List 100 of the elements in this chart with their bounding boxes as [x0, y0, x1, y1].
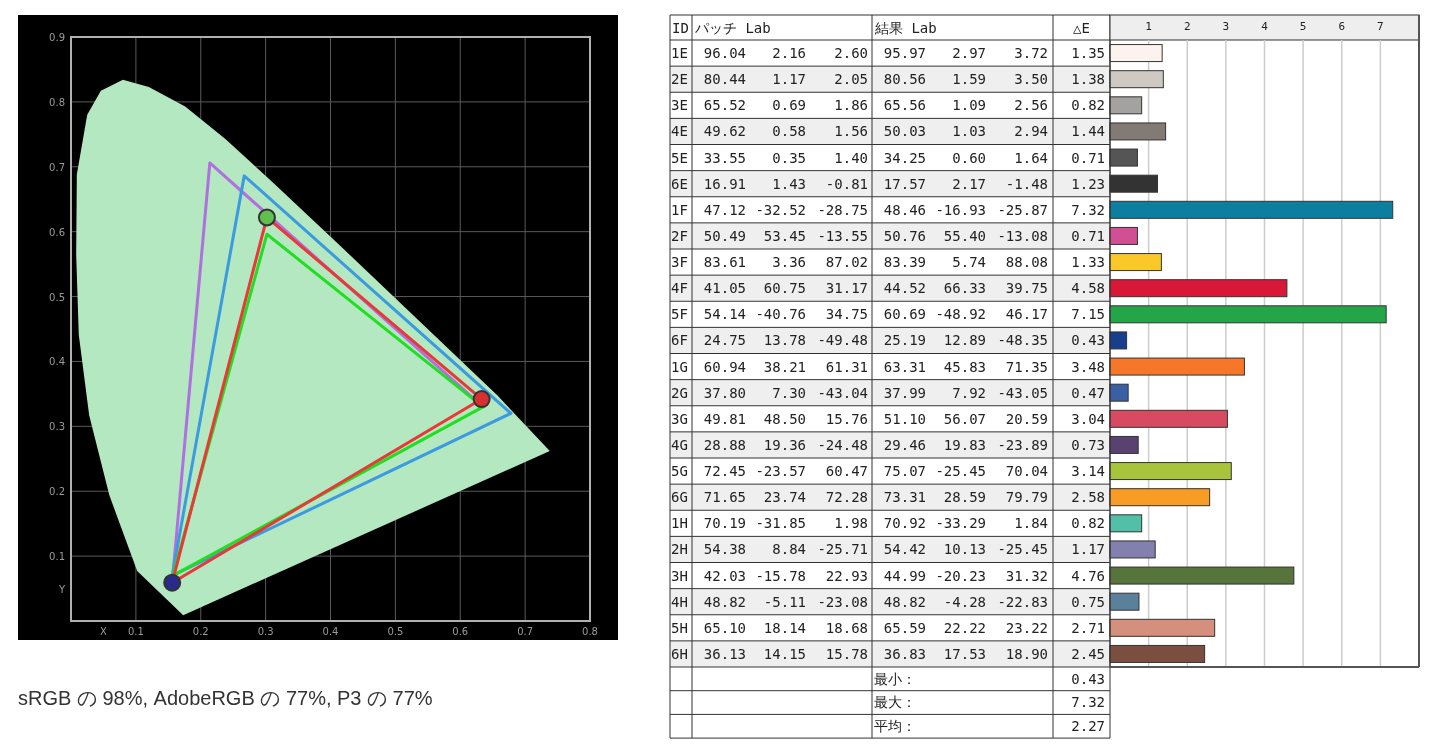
- data-label: 80.44: [703, 71, 746, 88]
- data-label: 41.05: [703, 280, 746, 297]
- y-tick-label: 0.8: [49, 96, 65, 108]
- data-label: 0.75: [1071, 593, 1105, 610]
- data-label: -43.05: [997, 384, 1048, 401]
- data-label: 1.17: [1071, 541, 1105, 558]
- y-tick-label: 0.3: [49, 421, 65, 433]
- y-tick-label: 2G: [671, 384, 688, 401]
- x-tick-label: 6: [1338, 20, 1346, 33]
- data-label: 73.31: [883, 489, 926, 506]
- y-tick-label: 4F: [671, 280, 688, 297]
- y-tick-label: 3E: [671, 97, 688, 114]
- data-label: 65.59: [883, 619, 926, 636]
- data-label: -15.78: [755, 567, 806, 584]
- y-tick-label: 3H: [671, 567, 688, 584]
- data-label: 80.56: [883, 71, 926, 88]
- data-label: 15.78: [825, 645, 868, 662]
- text: 平均：: [874, 717, 916, 734]
- y-tick-label: 0.1: [49, 551, 65, 563]
- data-label: 7.15: [1071, 306, 1105, 323]
- data-label: 46.17: [1005, 306, 1048, 323]
- y-tick-label: 6F: [671, 332, 688, 349]
- data-label: 31.32: [1005, 567, 1048, 584]
- data-label: 34.75: [825, 306, 868, 323]
- x-tick-label: 0.7: [517, 626, 534, 637]
- data-label: 60.47: [825, 463, 868, 480]
- data-label: 53.45: [763, 227, 806, 244]
- data-label: 15.76: [825, 410, 868, 427]
- data-label: 2.05: [834, 71, 868, 88]
- data-label: 1.59: [952, 71, 986, 88]
- data-label: -33.29: [935, 515, 986, 532]
- data-label: -20.23: [935, 567, 986, 584]
- data-label: 48.82: [703, 593, 746, 610]
- data-label: -28.75: [817, 201, 868, 218]
- data-label: -13.08: [997, 227, 1048, 244]
- data-label: 4.76: [1071, 567, 1105, 584]
- data-label: 1.43: [772, 175, 806, 192]
- data-label: 18.90: [1005, 645, 1048, 662]
- data-label: -25.87: [997, 201, 1048, 218]
- data-label: 48.50: [763, 410, 806, 427]
- data-label: -25.71: [817, 541, 868, 558]
- data-label: 56.07: [943, 410, 986, 427]
- data-label: 22.93: [825, 567, 868, 584]
- data-label: 0.71: [1071, 149, 1105, 166]
- data-label: 60.75: [763, 280, 806, 297]
- y-axis-title: ID: [672, 20, 689, 36]
- text: sRGB の 98%, AdobeRGB の 77%, P3 の 77%: [18, 687, 433, 709]
- y-tick-label: 4H: [671, 593, 688, 610]
- x-tick-label: 3: [1222, 20, 1230, 33]
- y-tick-label: 4E: [671, 123, 688, 140]
- data-label: 34.25: [883, 149, 926, 166]
- data-label: 2.60: [834, 45, 868, 62]
- data-label: 61.31: [825, 358, 868, 375]
- data-label: 44.52: [883, 280, 926, 297]
- y-tick-label: 1G: [671, 358, 688, 375]
- data-label: -23.89: [997, 436, 1048, 453]
- data-label: 1.40: [834, 149, 868, 166]
- data-label: 33.55: [703, 149, 746, 166]
- x-tick-label: 0.4: [322, 626, 339, 637]
- data-label: -43.04: [817, 384, 868, 401]
- data-label: -0.81: [825, 175, 868, 192]
- data-label: 1.56: [834, 123, 868, 140]
- data-label: 0.47: [1071, 384, 1105, 401]
- data-label: 13.78: [763, 332, 806, 349]
- data-label: 4.58: [1071, 280, 1105, 297]
- data-label: 96.04: [703, 45, 746, 62]
- data-label: 0.43: [1071, 332, 1105, 349]
- data-label: 2.71: [1071, 619, 1105, 636]
- data-label: 0.35: [772, 149, 806, 166]
- data-label: 29.46: [883, 436, 926, 453]
- data-label: 20.59: [1005, 410, 1048, 427]
- data-label: 87.02: [825, 254, 868, 271]
- y-tick-label: 6H: [671, 645, 688, 662]
- data-label: 60.69: [883, 306, 926, 323]
- x-tick-label: パッチ Lab: [694, 20, 771, 36]
- data-label: 2.94: [1014, 123, 1048, 140]
- data-label: -24.48: [817, 436, 868, 453]
- data-label: 2.97: [952, 45, 986, 62]
- data-label: 25.19: [883, 332, 926, 349]
- y-tick-label: 1H: [671, 515, 688, 532]
- data-label: 37.99: [883, 384, 926, 401]
- data-label: 1.23: [1071, 175, 1105, 192]
- text: 2.27: [1071, 717, 1105, 734]
- data-label: 83.39: [883, 254, 926, 271]
- data-label: 1.17: [772, 71, 806, 88]
- data-label: 2.45: [1071, 645, 1105, 662]
- data-label: -5.11: [763, 593, 806, 610]
- y-tick-label: 3G: [671, 410, 688, 427]
- data-label: 38.21: [763, 358, 806, 375]
- data-label: 65.52: [703, 97, 746, 114]
- data-label: -32.52: [755, 201, 806, 218]
- data-label: 72.45: [703, 463, 746, 480]
- data-label: 48.82: [883, 593, 926, 610]
- data-label: -25.45: [935, 463, 986, 480]
- data-label: -23.57: [755, 463, 806, 480]
- data-label: 1.98: [834, 515, 868, 532]
- data-label: 54.38: [703, 541, 746, 558]
- data-label: -4.28: [943, 593, 986, 610]
- data-label: 37.80: [703, 384, 746, 401]
- x-tick-label: △E: [1073, 20, 1090, 36]
